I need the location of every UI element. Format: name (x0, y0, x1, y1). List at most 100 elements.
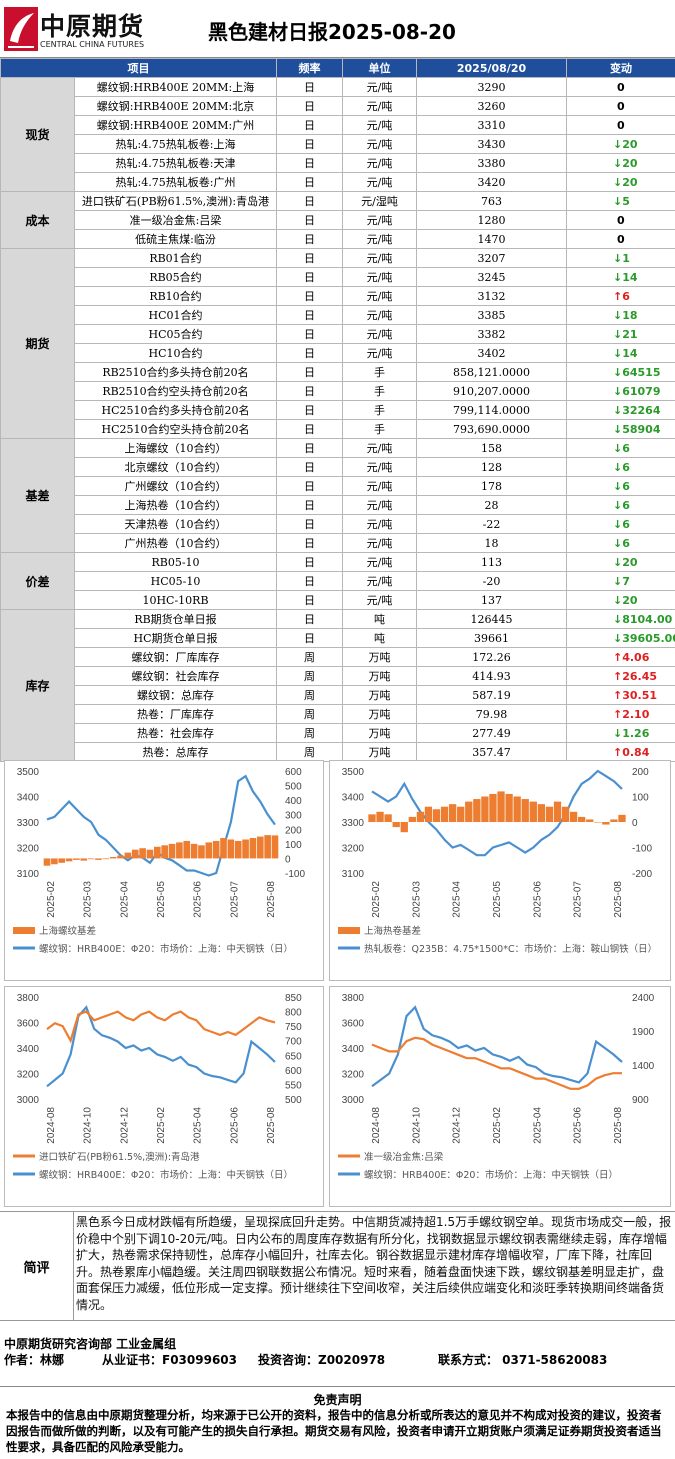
item-cell: 螺纹钢:HRB400E 20MM:北京 (74, 96, 277, 116)
value-cell: 414.93 (416, 666, 567, 686)
arrow-down-icon: ↓ (613, 536, 623, 550)
bar (168, 843, 176, 859)
chart-rebar-ironore: 3800 3600 3400 3200 3000 850 800 750 700 650 600 55… (4, 986, 324, 1207)
change-value: 14 (622, 270, 638, 284)
item-cell: 广州螺纹（10合约） (74, 476, 277, 496)
value-cell: 1470 (416, 229, 567, 249)
y-right-tick-label: 600 (285, 1066, 302, 1077)
change-cell: ↓20 (566, 134, 675, 154)
certificate: 从业证书：F03099603 (102, 1353, 237, 1367)
bar (424, 806, 433, 822)
item-cell: RB05合约 (74, 267, 277, 287)
change-value: 6 (622, 536, 630, 550)
bar (234, 840, 242, 859)
table-row: HC期货仓单日报日吨 39661 ↓39605.00 (1, 628, 675, 648)
item-cell: 热轧:4.75热轧板卷:天津 (74, 153, 277, 173)
frequency-cell: 日 (276, 115, 343, 135)
bar (109, 856, 117, 859)
frequency-cell: 日 (276, 571, 343, 591)
change-cell: ↓1 (566, 248, 675, 268)
value-cell: -22 (416, 514, 567, 534)
table-row: 北京螺纹（10合约）日元/吨 128 ↓6 (1, 457, 675, 477)
change-cell: ↓58904 (566, 419, 675, 439)
unit-cell: 万吨 (342, 742, 417, 762)
chart-rebar-coke: 3800 3600 3400 3200 3000 2400 1900 1400 900 2024-… (329, 986, 671, 1207)
x-tick-label: 2025-06 (193, 881, 204, 918)
value-cell: 3402 (416, 343, 567, 363)
header-change: 变动 (566, 58, 675, 78)
bar (473, 799, 481, 822)
frequency-cell: 日 (276, 590, 343, 610)
unit-cell: 元/吨 (342, 96, 417, 116)
x-tick-label: 2024-10 (411, 1107, 422, 1144)
table-row: 热卷：厂库库存周万吨 79.98 ↑2.10 (1, 704, 675, 724)
unit-cell: 万吨 (342, 704, 417, 724)
arrow-down-icon: ↓ (613, 156, 623, 170)
change-cell: ↑2.10 (566, 704, 675, 724)
table-row: 热卷：总库存周万吨 357.47 ↑0.84 (1, 742, 675, 762)
frequency-cell: 日 (276, 134, 343, 154)
chart-hrc-basis: 3500 3400 3300 3200 3100 200 100 0 -100 -200 2025-… (329, 760, 671, 981)
change-value: 6 (622, 517, 630, 531)
y-left-tick-label: 3300 (17, 818, 40, 829)
bar (220, 838, 227, 859)
series-line (371, 769, 623, 857)
table-row: 热轧:4.75热轧板卷:广州日元/吨 3420 ↓20 (1, 172, 675, 192)
frequency-cell: 日 (276, 172, 343, 192)
item-cell: RB2510合约空头持仓前20名 (74, 381, 277, 401)
item-cell: 广州热卷（10合约） (74, 533, 277, 553)
disclaimer-title: 免责声明 (313, 1393, 362, 1407)
y-left-tick-label: 3200 (17, 1070, 40, 1081)
bar (368, 814, 376, 822)
author: 作者：林娜 (4, 1353, 65, 1367)
bar (51, 858, 58, 865)
arrow-down-icon: ↓ (613, 327, 623, 341)
change-cell: ↓6 (566, 533, 675, 553)
header-date: 2025/08/20 (416, 58, 567, 78)
bar (578, 816, 586, 822)
change-value: 64515 (622, 365, 661, 379)
x-tick-label: 2025-04 (119, 881, 130, 918)
value-cell: 79.98 (416, 704, 567, 724)
value-cell: 3382 (416, 324, 567, 344)
change-cell: ↓32264 (566, 400, 675, 420)
y-right-tick-label: 0 (632, 818, 638, 829)
unit-cell: 元/吨 (342, 248, 417, 268)
bar (161, 845, 168, 859)
value-cell: 178 (416, 476, 567, 496)
bar (58, 858, 66, 863)
y-left-tick-label: 3200 (342, 1070, 365, 1081)
legend-label: 螺纹钢：HRB400E：Φ20：市场价：上海：中天钢铁（日） (39, 1169, 293, 1181)
unit-cell: 吨 (342, 609, 417, 629)
y-left-tick-label: 3500 (342, 767, 365, 778)
category-label: 基差 (0, 438, 75, 553)
bar (489, 793, 497, 822)
change-cell: ↑30.51 (566, 685, 675, 705)
change-cell: 0 (566, 115, 675, 135)
change-value: 20 (622, 137, 638, 151)
change-cell: ↓14 (566, 343, 675, 363)
value-cell: 3310 (416, 115, 567, 135)
legend-swatch (13, 927, 35, 934)
bar (545, 806, 554, 822)
change-cell: ↓20 (566, 153, 675, 173)
y-left-tick-label: 3800 (17, 993, 40, 1004)
charts-area: 3500 3400 3300 3200 3100 600 500 400 300 200 100 0 -… (0, 760, 675, 1207)
series-line (371, 1005, 623, 1088)
frequency-cell: 日 (276, 495, 343, 515)
data-table: 项目 频率 单位 2025/08/20 变动 现货 螺纹钢:HRB400E 20M… (0, 58, 675, 762)
y-right-tick-label: 200 (285, 825, 302, 836)
frequency-cell: 日 (276, 552, 343, 572)
frequency-cell: 周 (276, 723, 343, 743)
change-cell: ↓64515 (566, 362, 675, 382)
chart-svg: 3800 3600 3400 3200 3000 850 800 750 700 650 600 55… (13, 993, 302, 1181)
unit-cell: 元/吨 (342, 210, 417, 230)
value-cell: 128 (416, 457, 567, 477)
table-row: 螺纹钢:HRB400E 20MM:北京日元/吨 3260 0 (1, 96, 675, 116)
change-cell: ↓1.26 (566, 723, 675, 743)
change-cell: ↓6 (566, 438, 675, 458)
y-right-tick-label: -100 (285, 869, 305, 880)
y-right-tick-label: 0 (285, 854, 291, 865)
item-cell: HC10合约 (74, 343, 277, 363)
value-cell: 3290 (416, 77, 567, 97)
